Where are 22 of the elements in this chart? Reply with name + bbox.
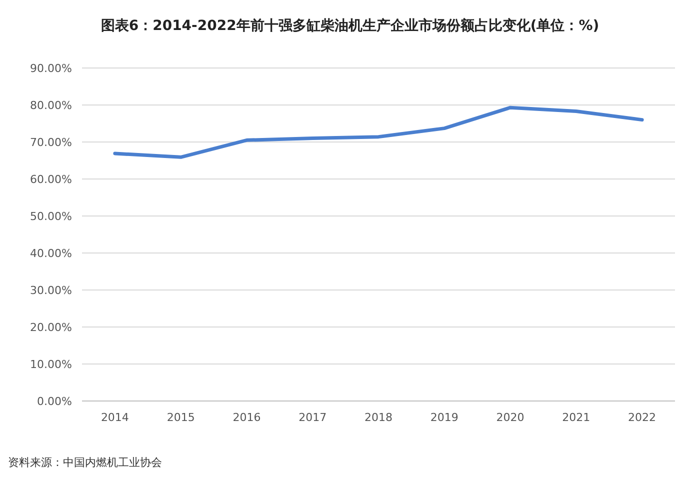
x-tick-label: 2015	[166, 411, 195, 424]
y-tick-label: 30.00%	[30, 284, 72, 297]
x-tick-label: 2016	[232, 411, 261, 424]
y-tick-label: 90.00%	[30, 62, 72, 75]
y-tick-label: 0.00%	[37, 395, 72, 408]
y-tick-label: 60.00%	[30, 173, 72, 186]
y-tick-label: 40.00%	[30, 247, 72, 260]
text: 资料来源：中国内燃机工业协会	[8, 456, 162, 469]
x-tick-label: 2020	[496, 411, 524, 424]
y-tick-label: 70.00%	[30, 136, 72, 149]
x-tick-label: 2014	[100, 411, 129, 424]
x-tick-label: 2021	[562, 411, 590, 424]
y-tick-label: 10.00%	[30, 358, 72, 371]
y-tick-label: 20.00%	[30, 321, 72, 334]
x-tick-label: 2018	[364, 411, 392, 424]
chart-title: 图表6：2014-2022年前十强多缸柴油机生产企业市场份额占比变化(单位：%)	[100, 17, 600, 34]
y-tick-label: 80.00%	[30, 99, 72, 112]
x-tick-label: 2022	[628, 411, 656, 424]
x-tick-label: 2017	[298, 411, 327, 424]
x-tick-label: 2019	[430, 411, 458, 424]
line-series	[113, 106, 644, 159]
y-tick-label: 50.00%	[30, 210, 72, 223]
